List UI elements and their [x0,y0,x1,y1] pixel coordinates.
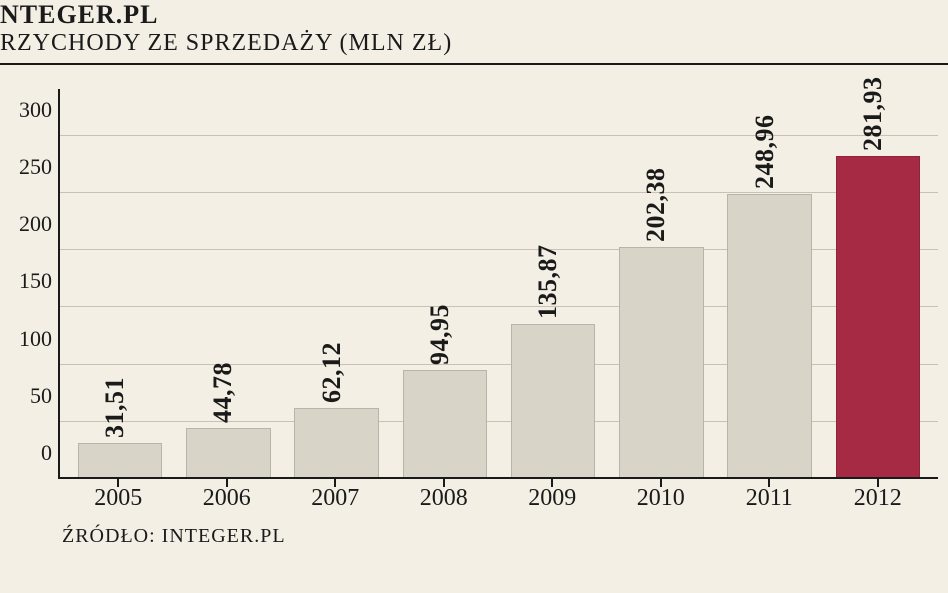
x-tick [877,477,879,487]
y-tick-label: 300 [6,97,52,123]
bar-value-label: 94,95 [425,304,455,365]
x-tick [443,477,445,487]
chart-title: NTEGER.PL [0,0,948,30]
bar-slot: 31,51 [66,89,174,479]
bar-slot: 44,78 [174,89,282,479]
x-tick [660,477,662,487]
bar-slot: 281,93 [824,89,932,479]
x-label-wrap: 2010 [607,479,716,519]
bar-slot: 94,95 [391,89,499,479]
bar: 62,12 [294,408,378,479]
bar: 44,78 [186,428,270,479]
x-tick [768,477,770,487]
bar-value-label: 44,78 [208,362,238,423]
x-axis-labels: 20052006200720082009201020112012 [58,479,938,519]
x-tick [551,477,553,487]
bar-value-label: 248,96 [750,115,780,190]
bar: 248,96 [727,194,811,479]
x-label-wrap: 2005 [64,479,173,519]
bar: 94,95 [403,370,487,479]
bar-slot: 62,12 [283,89,391,479]
y-tick-label: 50 [6,383,52,409]
bar: 281,93 [836,156,920,479]
x-label-wrap: 2007 [281,479,390,519]
x-label-wrap: 2012 [824,479,933,519]
bar-slot: 135,87 [499,89,607,479]
y-tick-label: 0 [6,440,52,466]
bar: 202,38 [619,247,703,479]
y-tick-label: 250 [6,154,52,180]
x-tick [117,477,119,487]
x-label-wrap: 2009 [498,479,607,519]
x-tick [226,477,228,487]
bar-value-label: 202,38 [641,168,671,243]
bar: 31,51 [78,443,162,479]
bars-container: 31,51 44,78 62,12 94,95 135,87 202,38 248,96 28… [60,89,938,479]
chart-header: NTEGER.PL RZYCHODY ZE SPRZEDAŻY (MLN ZŁ) [0,0,948,65]
bar-chart: 31,51 44,78 62,12 94,95 135,87 202,38 248,96 28… [58,89,938,519]
bar: 135,87 [511,324,595,479]
bar-value-label: 31,51 [100,377,130,438]
y-tick-label: 150 [6,268,52,294]
chart-subtitle: RZYCHODY ZE SPRZEDAŻY (MLN ZŁ) [0,30,948,57]
bar-value-label: 62,12 [317,342,347,403]
y-tick-label: 100 [6,326,52,352]
plot-area: 31,51 44,78 62,12 94,95 135,87 202,38 248,96 28… [58,89,938,479]
y-tick-label: 200 [6,211,52,237]
x-label-wrap: 2006 [173,479,282,519]
x-label-wrap: 2011 [715,479,824,519]
x-label-wrap: 2008 [390,479,499,519]
source-line: Źródło: Integer.pl [62,525,948,548]
bar-value-label: 135,87 [533,244,563,319]
x-tick [334,477,336,487]
bar-slot: 202,38 [607,89,715,479]
bar-slot: 248,96 [716,89,824,479]
bar-value-label: 281,93 [858,77,888,152]
